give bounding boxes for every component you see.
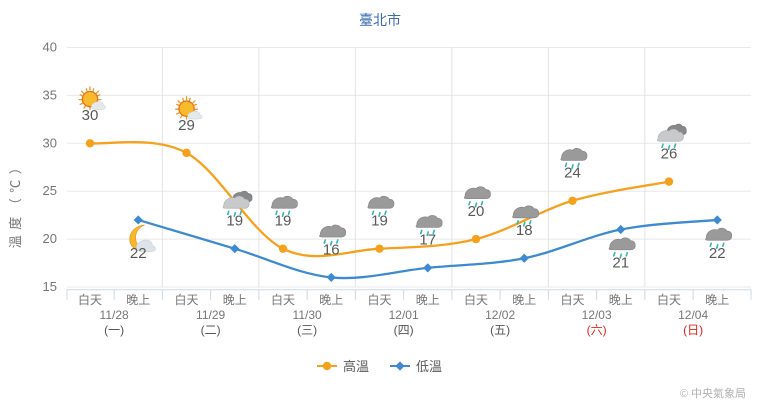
svg-text:低溫: 低溫	[416, 359, 442, 374]
svg-text:29: 29	[178, 117, 195, 134]
svg-text:22: 22	[130, 245, 147, 262]
svg-text:白天: 白天	[174, 292, 198, 307]
svg-text:30: 30	[43, 135, 57, 150]
svg-text:11/28: 11/28	[100, 308, 129, 322]
svg-text:(一): (一)	[104, 323, 124, 337]
svg-text:(四): (四)	[394, 323, 414, 337]
svg-text:22: 22	[709, 245, 726, 262]
svg-text:40: 40	[43, 40, 57, 55]
svg-text:25: 25	[43, 183, 57, 198]
svg-text:19: 19	[226, 213, 243, 230]
svg-text:(二): (二)	[201, 323, 221, 337]
svg-text:晚上: 晚上	[416, 293, 440, 307]
svg-text:晚上: 晚上	[126, 293, 150, 307]
svg-text:晚上: 晚上	[223, 293, 247, 307]
svg-text:11/29: 11/29	[196, 308, 225, 322]
svg-text:16: 16	[323, 241, 340, 258]
svg-text:19: 19	[275, 213, 292, 230]
svg-text:白天: 白天	[78, 292, 102, 307]
svg-text:19: 19	[371, 213, 388, 230]
svg-text:12/01: 12/01	[389, 308, 419, 322]
svg-text:20: 20	[468, 203, 485, 220]
svg-text:(六): (六)	[587, 323, 607, 337]
svg-text:26: 26	[661, 146, 678, 163]
svg-text:晚上: 晚上	[705, 293, 729, 307]
svg-text:晚上: 晚上	[319, 293, 343, 307]
svg-text:(日): (日)	[683, 323, 703, 337]
svg-text:12/03: 12/03	[582, 308, 612, 322]
svg-text:35: 35	[43, 87, 57, 102]
svg-text:24: 24	[564, 165, 581, 182]
svg-text:白天: 白天	[367, 292, 391, 307]
svg-text:15: 15	[43, 279, 57, 294]
svg-text:11/30: 11/30	[293, 308, 322, 322]
svg-text:白天: 白天	[560, 292, 584, 307]
svg-text:(五): (五)	[490, 323, 510, 337]
svg-text:21: 21	[612, 255, 629, 272]
svg-text:30: 30	[82, 107, 99, 124]
svg-text:晚上: 晚上	[512, 293, 536, 307]
svg-text:17: 17	[419, 232, 436, 249]
svg-text:溫度（℃）: 溫度（℃）	[8, 156, 23, 249]
svg-text:白天: 白天	[271, 292, 295, 307]
svg-text:12/02: 12/02	[485, 308, 515, 322]
svg-text:晚上: 晚上	[609, 293, 633, 307]
svg-text:白天: 白天	[464, 292, 488, 307]
svg-text:高溫: 高溫	[343, 359, 369, 374]
svg-text:(三): (三)	[297, 323, 317, 337]
svg-text:12/04: 12/04	[678, 308, 708, 322]
svg-text:20: 20	[43, 231, 57, 246]
svg-text:18: 18	[516, 222, 533, 239]
svg-text:白天: 白天	[657, 292, 681, 307]
